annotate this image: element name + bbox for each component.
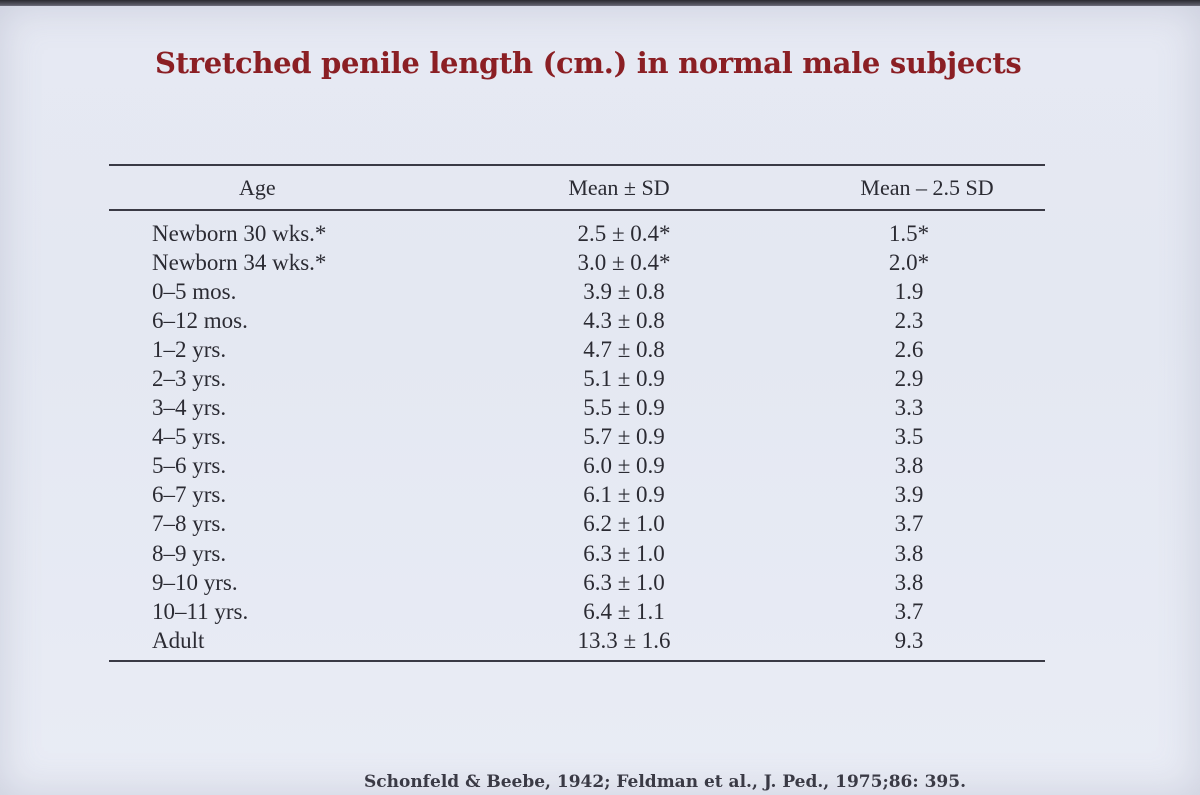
cell-mean-minus: 1.5*: [888, 220, 930, 246]
table-row: Adult 13.3 ± 1.6 9.3: [109, 626, 1045, 655]
cell-mean-minus: 3.8: [894, 540, 924, 566]
table-row: 0–5 mos. 3.9 ± 0.8 1.9: [109, 277, 1045, 306]
table-row: 3–4 yrs. 5.5 ± 0.9 3.3: [109, 394, 1045, 423]
table-header-rule: [109, 209, 1045, 211]
table-bottom-rule: [109, 660, 1045, 663]
table-row: 6–7 yrs. 6.1 ± 0.9 3.9: [109, 481, 1045, 510]
cell-age: 9–10 yrs.: [152, 569, 238, 595]
cell-mean-sd: 6.1 ± 0.9: [583, 482, 665, 508]
cell-mean-minus: 3.8: [894, 569, 924, 595]
cell-mean-sd: 13.3 ± 1.6: [577, 627, 671, 653]
cell-age: 6–12 mos.: [152, 307, 248, 333]
cell-mean-minus: 3.7: [894, 598, 924, 624]
cell-mean-sd: 5.1 ± 0.9: [583, 366, 665, 392]
cell-mean-sd: 6.3 ± 1.0: [583, 569, 665, 595]
cell-mean-sd: 5.5 ± 0.9: [583, 395, 665, 421]
cell-mean-sd: 4.3 ± 0.8: [583, 307, 665, 333]
cell-mean-sd: 2.5 ± 0.4*: [577, 220, 671, 246]
cell-mean-minus: 3.7: [894, 511, 924, 537]
cell-mean-sd: 6.4 ± 1.1: [583, 598, 665, 624]
table-row: 1–2 yrs. 4.7 ± 0.8 2.6: [109, 335, 1045, 364]
table-row: 2–3 yrs. 5.1 ± 0.9 2.9: [109, 364, 1045, 393]
cell-age: 10–11 yrs.: [152, 598, 249, 624]
table-body: Newborn 30 wks.* 2.5 ± 0.4* 1.5* Newborn 3…: [109, 211, 1045, 660]
cell-age: 0–5 mos.: [152, 278, 237, 304]
slide: Stretched penile length (cm.) in normal …: [0, 6, 1200, 795]
cell-mean-minus: 3.5: [894, 424, 924, 450]
header-mean-minus-2-5-sd: Mean – 2.5 SD: [860, 174, 994, 200]
cell-mean-minus: 1.9: [894, 278, 924, 304]
header-age: Age: [239, 174, 276, 200]
cell-mean-minus: 2.6: [894, 336, 924, 362]
cell-age: 8–9 yrs.: [152, 540, 227, 566]
cell-mean-sd: 6.2 ± 1.0: [583, 511, 665, 537]
cell-age: Newborn 34 wks.*: [152, 249, 327, 275]
cell-mean-minus: 2.0*: [888, 249, 930, 275]
cell-mean-minus: 2.3: [894, 307, 924, 333]
cell-mean-minus: 2.9: [894, 366, 924, 392]
table-top-rule: [109, 164, 1045, 166]
citation: Schonfeld & Beebe, 1942; Feldman et al.,…: [364, 772, 966, 792]
cell-mean-minus: 3.3: [894, 395, 924, 421]
cell-age: 1–2 yrs.: [152, 336, 227, 362]
header-mean-sd: Mean ± SD: [568, 174, 670, 200]
table-row: 9–10 yrs. 6.3 ± 1.0 3.8: [109, 568, 1045, 597]
cell-age: 3–4 yrs.: [152, 395, 227, 421]
table-row: 5–6 yrs. 6.0 ± 0.9 3.8: [109, 452, 1045, 481]
cell-mean-minus: 3.9: [894, 482, 924, 508]
cell-mean-sd: 3.0 ± 0.4*: [577, 249, 671, 275]
table-row: 7–8 yrs. 6.2 ± 1.0 3.7: [109, 510, 1045, 539]
cell-mean-minus: 3.8: [894, 453, 924, 479]
cell-age: 2–3 yrs.: [152, 366, 227, 392]
cell-mean-sd: 6.0 ± 0.9: [583, 453, 665, 479]
cell-mean-sd: 6.3 ± 1.0: [583, 540, 665, 566]
cell-age: 5–6 yrs.: [152, 453, 227, 479]
cell-age: Newborn 30 wks.*: [152, 220, 327, 246]
cell-age: Adult: [152, 627, 205, 653]
table-row: 4–5 yrs. 5.7 ± 0.9 3.5: [109, 423, 1045, 452]
cell-mean-sd: 4.7 ± 0.8: [583, 336, 665, 362]
slide-top-edge: [0, 0, 1200, 8]
slide-title: Stretched penile length (cm.) in normal …: [155, 46, 1022, 80]
cell-age: 6–7 yrs.: [152, 482, 227, 508]
table-row: Newborn 30 wks.* 2.5 ± 0.4* 1.5*: [109, 219, 1045, 248]
cell-mean-sd: 5.7 ± 0.9: [583, 424, 665, 450]
table-row: Newborn 34 wks.* 3.0 ± 0.4* 2.0*: [109, 248, 1045, 277]
cell-age: 7–8 yrs.: [152, 511, 227, 537]
cell-mean-minus: 9.3: [894, 627, 924, 653]
cell-age: 4–5 yrs.: [152, 424, 227, 450]
data-table: Age Mean ± SD Mean – 2.5 SD Newborn 30 w…: [109, 164, 1045, 663]
table-row: 6–12 mos. 4.3 ± 0.8 2.3: [109, 306, 1045, 335]
table-row: 10–11 yrs. 6.4 ± 1.1 3.7: [109, 597, 1045, 626]
cell-mean-sd: 3.9 ± 0.8: [583, 278, 665, 304]
table-header-row: Age Mean ± SD Mean – 2.5 SD: [109, 166, 1045, 209]
table-row: 8–9 yrs. 6.3 ± 1.0 3.8: [109, 539, 1045, 568]
